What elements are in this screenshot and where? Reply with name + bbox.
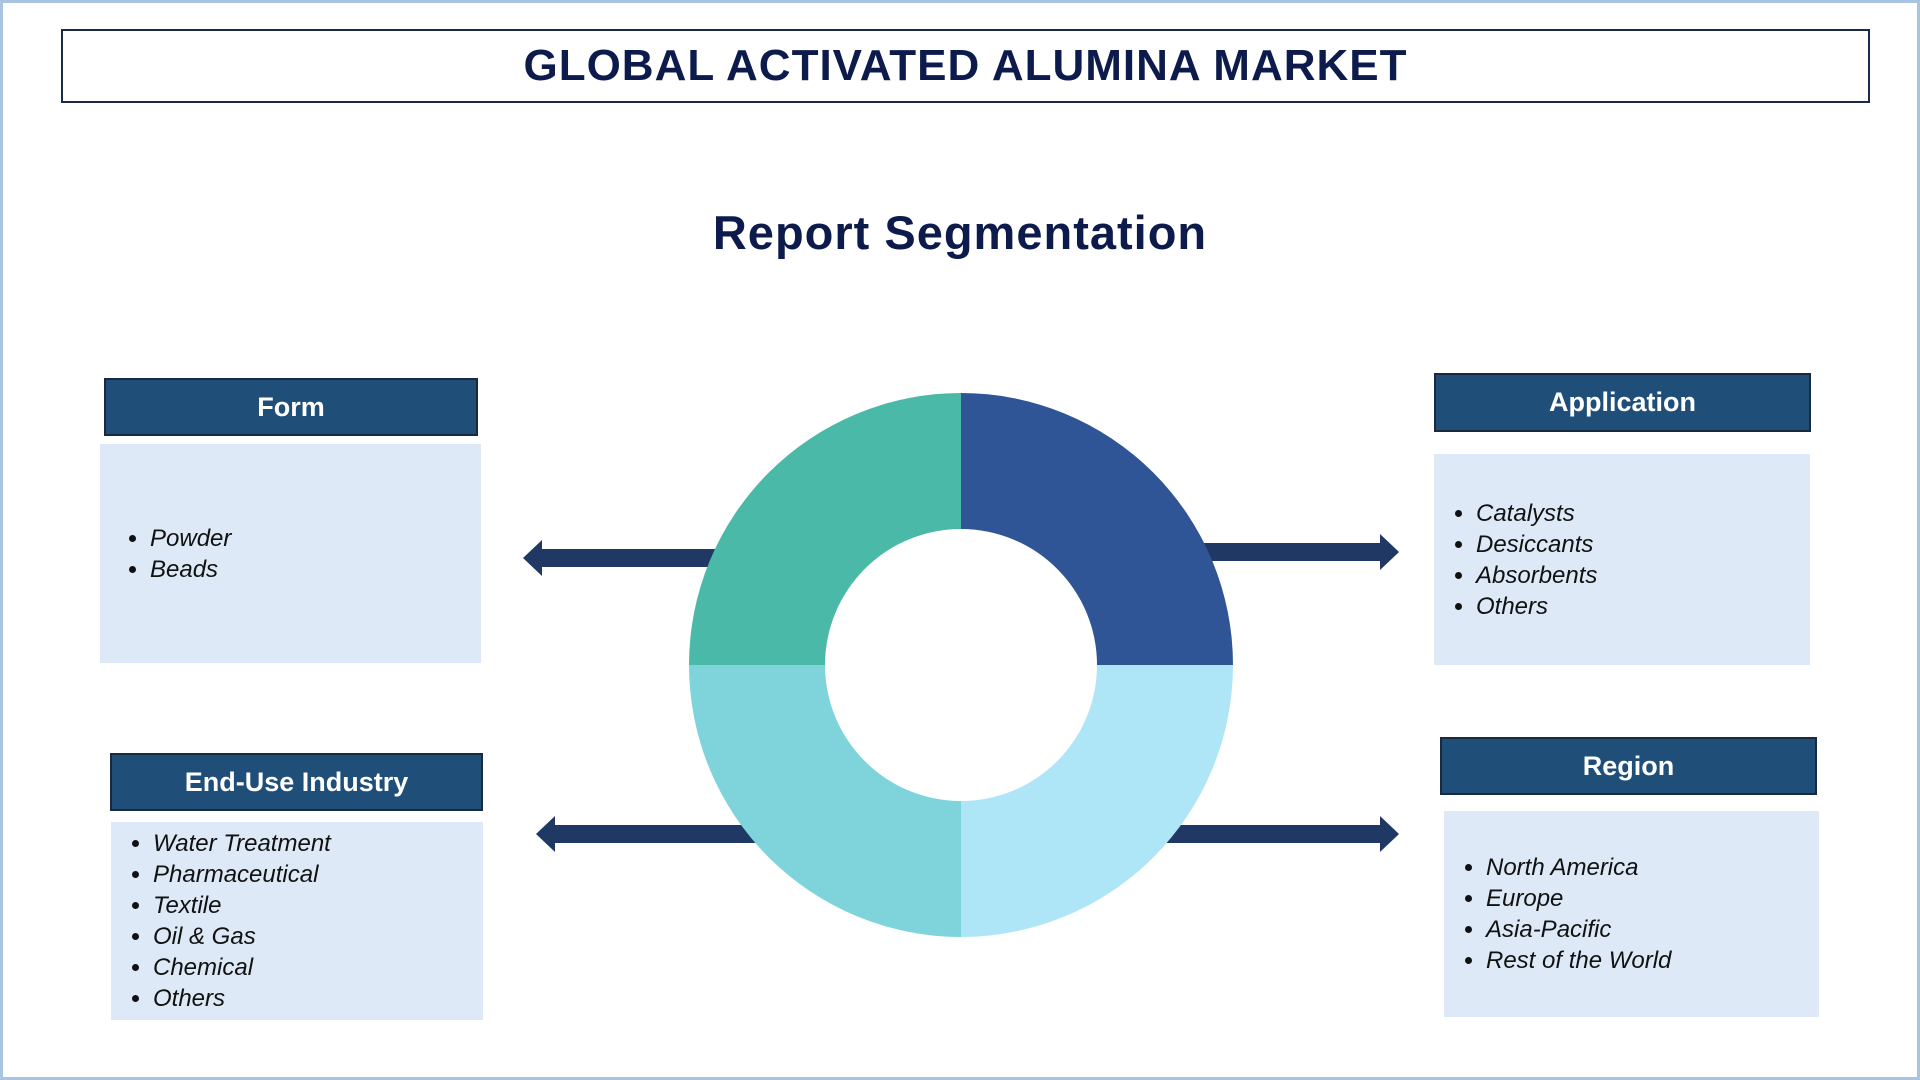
application-header: Application: [1434, 373, 1811, 432]
region-header: Region: [1440, 737, 1817, 795]
list-item: Europe: [1486, 883, 1671, 914]
list-item: Asia-Pacific: [1486, 914, 1671, 945]
list-item: Textile: [153, 890, 331, 921]
list-item: Powder: [150, 523, 231, 554]
donut-segment-top-right: [961, 393, 1233, 665]
list-item: Water Treatment: [153, 828, 331, 859]
list-item: Catalysts: [1476, 498, 1597, 529]
application-body: Catalysts Desiccants Absorbents Others: [1434, 454, 1810, 665]
list-item: North America: [1486, 852, 1671, 883]
list-item: Oil & Gas: [153, 921, 331, 952]
region-body: North America Europe Asia-Pacific Rest o…: [1444, 811, 1819, 1017]
page-title: GLOBAL ACTIVATED ALUMINA MARKET: [523, 41, 1408, 90]
list-item: Desiccants: [1476, 529, 1597, 560]
list-item: Rest of the World: [1486, 945, 1671, 976]
title-box: GLOBAL ACTIVATED ALUMINA MARKET: [61, 29, 1870, 103]
end-use-header: End-Use Industry: [110, 753, 483, 811]
end-use-list: Water Treatment Pharmaceutical Textile O…: [111, 828, 331, 1014]
region-list: North America Europe Asia-Pacific Rest o…: [1444, 852, 1671, 976]
list-item: Absorbents: [1476, 560, 1597, 591]
arrow-left-top: [523, 540, 720, 576]
list-item: Chemical: [153, 952, 331, 983]
arrow-left-bottom: [536, 816, 760, 852]
donut-ring: [689, 393, 1233, 937]
list-item: Others: [153, 983, 331, 1014]
list-item: Others: [1476, 591, 1597, 622]
form-list: Powder Beads: [100, 523, 231, 585]
donut-segment-bottom-right: [961, 665, 1233, 937]
list-item: Beads: [150, 554, 231, 585]
form-header: Form: [104, 378, 478, 436]
donut-segment-bottom-left: [689, 665, 961, 937]
donut-segment-top-left: [689, 393, 961, 665]
list-item: Pharmaceutical: [153, 859, 331, 890]
application-list: Catalysts Desiccants Absorbents Others: [1434, 498, 1597, 622]
report-subtitle: Report Segmentation: [712, 206, 1208, 259]
form-body: Powder Beads: [100, 444, 481, 663]
end-use-body: Water Treatment Pharmaceutical Textile O…: [111, 822, 483, 1020]
arrow-right-bottom: [1160, 816, 1399, 852]
arrow-right-top: [1200, 534, 1399, 570]
